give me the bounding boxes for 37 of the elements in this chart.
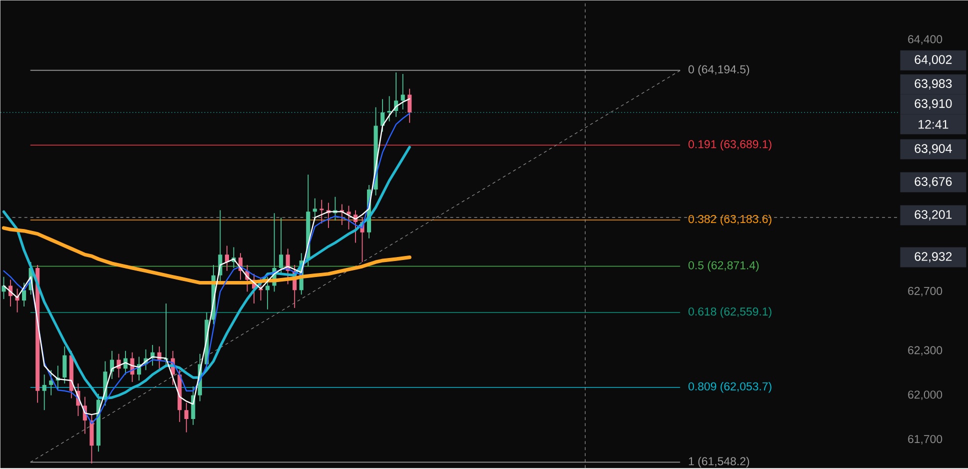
ref-line-label: 1 (61,548.2) [688,457,750,468]
text: 64,002 [914,55,952,66]
candlestick [312,198,317,222]
ref-line-label: 0.5 (62,871.4) [688,261,759,272]
candlestick [22,282,26,308]
candlestick [408,88,412,124]
text: 63,910 [914,99,952,110]
candlestick [2,276,6,300]
ref-line-label: 0.191 (63,689.1) [688,140,772,151]
candlestick [320,200,324,224]
candlestick [380,98,385,132]
candlestick [400,74,405,110]
text: 63,983 [914,79,952,90]
text: 63,676 [914,177,952,188]
candlestick [42,374,46,411]
y-tick-label: 62,000 [908,390,942,400]
y-tick-label: 64,400 [908,35,942,45]
text: 62,932 [914,252,952,263]
text: 63,904 [914,144,952,155]
candlestick [387,96,392,122]
y-tick-label: 61,700 [908,435,942,445]
candlestick [62,346,67,384]
ref-line-label: 0.382 (63,183.6) [688,214,772,226]
candlestick [346,206,351,230]
text: 12:41 [918,120,948,129]
candlestick [279,217,284,275]
text: 63,201 [914,210,952,221]
y-tick-label: 62,300 [908,346,942,356]
candlestick [116,354,121,378]
ref-line-label: 0.618 (62,559.1) [688,307,772,318]
ref-line-label: 0.809 (62,053.7) [688,382,772,393]
candlestick [224,246,229,272]
candlestick [49,370,54,396]
y-tick-label: 62,700 [908,287,942,297]
candlestick [266,276,270,310]
candlestick [184,402,188,433]
ref-line-label: 0 (64,194.5) [688,65,750,76]
